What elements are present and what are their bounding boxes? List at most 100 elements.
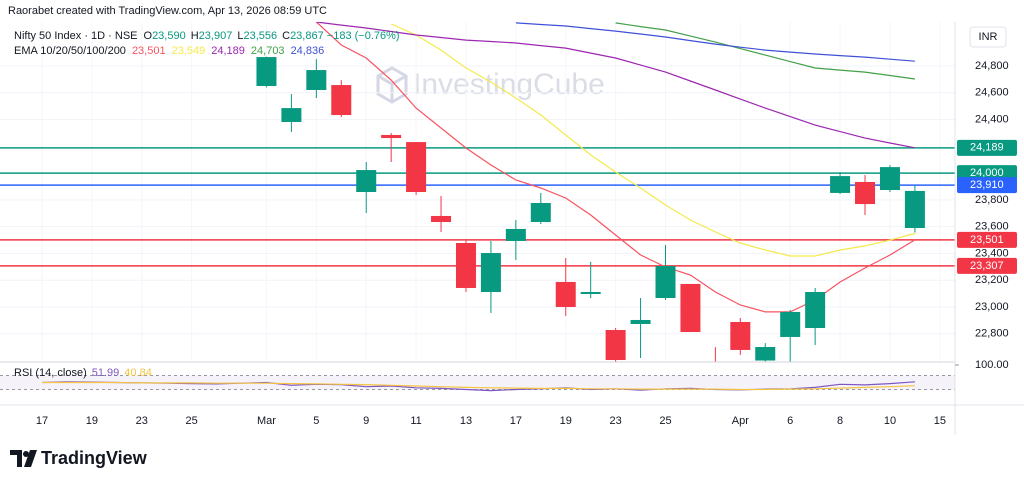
x-tick-label: Apr [732, 415, 749, 427]
candle-body [805, 291, 826, 328]
price-badge-label: 23,501 [970, 234, 1004, 246]
y-tick-label: 24,600 [975, 87, 1009, 99]
watermark: InvestingCube [376, 66, 605, 104]
quote-key: H [191, 30, 199, 42]
x-tick-label: 17 [510, 415, 522, 427]
indicator-line: EMA 10/20/50/100/200 23,501 23,549 24,189 24… [14, 45, 324, 57]
x-tick-label: 11 [410, 415, 421, 427]
attribution: Raorabet created with TradingView.com, A… [8, 5, 327, 17]
ema-line [615, 22, 915, 80]
candle-body [406, 142, 427, 192]
candle-body [256, 57, 277, 86]
ema-value: 24,703 [251, 45, 285, 57]
brand: TradingView [41, 448, 148, 468]
x-tick-label: 25 [186, 415, 198, 427]
candle-body [680, 283, 701, 333]
rsi-value: 51.99 [92, 367, 120, 379]
x-tick-label: 19 [560, 415, 572, 427]
candle-body [730, 321, 751, 350]
candle-body [530, 202, 551, 222]
quote-key: C [282, 30, 290, 42]
candle-body [281, 108, 302, 122]
candle-body [830, 176, 851, 193]
candle-body [755, 347, 776, 361]
y-tick-label: 24,400 [975, 113, 1009, 125]
ema-line [390, 23, 916, 257]
y-tick-label: 23,800 [975, 194, 1009, 206]
candle-body [855, 181, 876, 205]
quote-value: 23,907 [199, 30, 233, 42]
candle-body [306, 70, 327, 90]
rsi-legend: RSI (14, close) 51.99 40.84 [14, 367, 152, 379]
x-tick-label: 8 [837, 415, 843, 427]
candle-body [381, 134, 402, 139]
candle-body [655, 266, 676, 299]
quote-value: 23,556 [243, 30, 277, 42]
price-badge-label: 24,189 [970, 142, 1004, 154]
candle-body [555, 281, 576, 307]
rsi-band [0, 375, 955, 390]
currency[interactable]: INR [979, 31, 998, 43]
candle-body [780, 311, 801, 337]
rsi-tick-label: 100.00 [975, 359, 1009, 371]
candle-body [455, 243, 476, 288]
candle-body [480, 253, 501, 292]
currency-box[interactable] [969, 26, 1007, 48]
price-badge [957, 177, 1017, 194]
x-tick-label: 23 [609, 415, 621, 427]
candle-body [505, 228, 526, 241]
y-tick-label: 23,000 [975, 301, 1009, 313]
x-tick-label: 15 [934, 415, 946, 427]
rsi-title: RSI (14, close) [14, 367, 87, 379]
quote-key: L [237, 30, 243, 42]
ema-value: 23,549 [172, 45, 206, 57]
symbol: Nifty 50 Index · 1D · NSE [14, 30, 138, 42]
price-badge-label: 24,000 [970, 167, 1004, 179]
y-tick-label: 24,800 [975, 60, 1009, 72]
brand-logo: TradingView [10, 448, 148, 468]
quote-key: O [144, 30, 153, 42]
ema-line [316, 22, 916, 149]
legend-line: Nifty 50 Index · 1D · NSE O23,590 H23,907 L… [14, 30, 400, 42]
ema-value: 24,189 [211, 45, 245, 57]
x-tick-label: 19 [86, 415, 98, 427]
candle-body [605, 330, 626, 360]
x-tick-label: 13 [460, 415, 472, 427]
price-badge-label: 23,307 [970, 260, 1004, 272]
quote-value: 23,867 [290, 30, 324, 42]
indicator: EMA 10/20/50/100/200 [14, 45, 126, 57]
price-badge [957, 231, 1017, 248]
x-tick-label: 10 [884, 415, 896, 427]
candle-body [356, 170, 377, 192]
price-badge [957, 165, 1017, 182]
price-badge [957, 139, 1017, 156]
ema-line [515, 22, 915, 62]
x-tick-label: 6 [787, 415, 793, 427]
candle-body [879, 167, 900, 190]
candle-body [630, 319, 651, 324]
rsi-value: 40.84 [124, 367, 152, 379]
x-tick-label: 5 [313, 415, 319, 427]
quote-value: 23,590 [152, 30, 186, 42]
ema-value: 24,836 [291, 45, 325, 57]
candle-body [431, 215, 452, 222]
y-tick-label: 23,600 [975, 221, 1009, 233]
x-tick-label: 17 [36, 415, 48, 427]
x-tick-label: 9 [363, 415, 369, 427]
candle-body [580, 291, 601, 294]
candle-body [331, 85, 352, 116]
x-tick-label: Mar [257, 415, 276, 427]
x-tick-label: 23 [136, 415, 148, 427]
x-tick-label: 25 [659, 415, 671, 427]
change: −183 (−0.76%) [327, 30, 400, 42]
candle-body [904, 190, 925, 229]
price-badge-label: 23,910 [970, 179, 1004, 191]
ema-value: 23,501 [132, 45, 166, 57]
y-tick-label: 22,800 [975, 328, 1009, 340]
y-tick-label: 23,400 [975, 247, 1009, 259]
y-tick-label: 23,200 [975, 274, 1009, 286]
rsi-line [42, 381, 915, 391]
price-badge [957, 257, 1017, 274]
